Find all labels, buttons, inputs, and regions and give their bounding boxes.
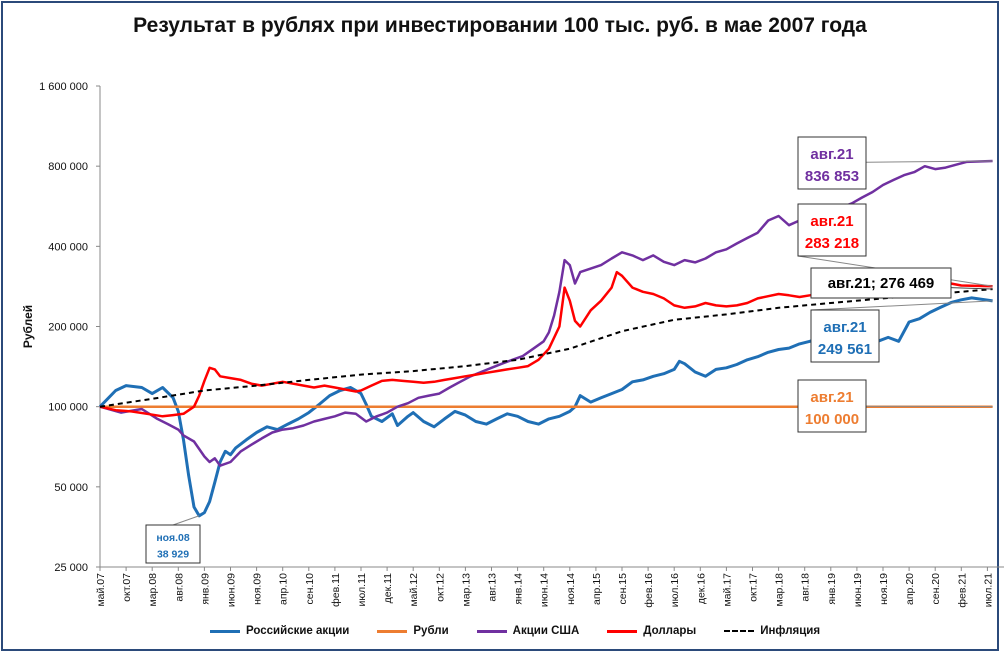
x-tick-label: фев.21 [956, 573, 968, 608]
callout-label: авг.21; 276 469 [828, 275, 935, 292]
callout-box [145, 524, 201, 564]
x-tick-label: мар.18 [774, 573, 786, 607]
x-tick-label: июл.16 [669, 573, 681, 607]
x-tick-label: янв.14 [513, 573, 525, 605]
callout-label: ноя.08 [156, 532, 190, 544]
x-tick-label: окт.07 [121, 573, 133, 602]
x-tick-label: ноя.19 [878, 573, 890, 605]
legend-swatch [476, 629, 507, 633]
y-tick-label: 800 000 [48, 161, 88, 173]
x-tick-label: ноя.14 [565, 573, 577, 605]
legend-item: Инфляция [724, 625, 820, 637]
callout-box [810, 267, 952, 299]
x-tick-label: апр.15 [591, 573, 603, 605]
x-tick-label: окт.17 [748, 573, 760, 602]
series-line-Инфляция [99, 288, 993, 408]
x-tick-label: авг.18 [800, 573, 812, 602]
callout-value: 249 561 [818, 341, 872, 358]
legend-label: Рубли [413, 625, 449, 637]
callout-label: авг.21 [823, 319, 866, 336]
callout-label: авг.21 [810, 146, 853, 163]
legend-swatch [377, 629, 408, 633]
x-tick-label: янв.09 [199, 573, 211, 605]
legend-item: Российские акции [210, 625, 349, 637]
x-tick-label: окт.12 [434, 573, 446, 602]
y-tick-label: 50 000 [54, 482, 88, 494]
callout-value: 283 218 [805, 235, 859, 252]
legend-swatch [607, 629, 638, 633]
y-axis-label: Рублей [21, 305, 35, 348]
y-tick-label: 400 000 [48, 241, 88, 253]
y-tick-label: 100 000 [48, 402, 88, 414]
callout-box [797, 203, 867, 257]
x-tick-label: апр.20 [904, 573, 916, 605]
x-tick-label: сен.10 [304, 573, 316, 605]
callout-value: 836 853 [805, 168, 859, 185]
legend-label: Доллары [643, 625, 697, 637]
legend-swatch [724, 630, 755, 632]
x-tick-label: май.07 [95, 573, 107, 607]
x-tick-label: сен.20 [930, 573, 942, 605]
legend-label: Российские акции [246, 625, 350, 637]
legend-label: Инфляция [760, 625, 821, 637]
x-tick-label: мар.08 [147, 573, 159, 607]
legend-item: Рубли [377, 625, 449, 637]
x-tick-label: июн.19 [852, 573, 864, 607]
x-tick-label: фев.16 [643, 573, 655, 608]
x-tick-label: апр.10 [278, 573, 290, 605]
legend-label: Акции США [512, 625, 580, 637]
x-tick-label: май.17 [721, 573, 733, 607]
callout-leader [810, 300, 993, 311]
callout-value: 100 000 [805, 411, 859, 428]
callout-leader [172, 515, 200, 526]
x-tick-label: сен.15 [617, 573, 629, 605]
x-tick-label: июл.21 [982, 573, 994, 607]
x-tick-label: июн.14 [539, 573, 551, 607]
chart-title: Результат в рублях при инвестировании 10… [133, 14, 867, 37]
x-tick-label: авг.08 [173, 573, 185, 602]
callout-label: авг.21 [810, 389, 853, 406]
callout-label: авг.21 [810, 213, 853, 230]
x-tick-label: авг.13 [487, 573, 499, 602]
x-tick-label: фев.11 [330, 573, 342, 607]
y-tick-label: 200 000 [48, 322, 88, 334]
x-tick-label: янв.19 [826, 573, 838, 605]
x-tick-label: ноя.09 [252, 573, 264, 605]
x-tick-label: дек.11 [382, 573, 394, 604]
callout-box [810, 309, 880, 363]
y-tick-label: 25 000 [54, 562, 88, 574]
x-tick-label: июн.09 [226, 573, 238, 607]
x-tick-label: мар.13 [460, 573, 472, 607]
x-tick-label: май.12 [408, 573, 420, 607]
legend-item: Акции США [476, 625, 580, 637]
callout-box [797, 136, 867, 190]
legend-item: Доллары [607, 625, 696, 637]
x-tick-label: июл.11 [356, 573, 368, 607]
legend-swatch [210, 629, 240, 633]
x-tick-label: дек.16 [695, 573, 707, 604]
callout-box [797, 379, 867, 433]
callout-value: 38 929 [157, 548, 189, 560]
legend: Российские акции Рубли Акции США Доллары Инф… [210, 625, 820, 637]
y-tick-label: 1 600 000 [39, 81, 88, 93]
